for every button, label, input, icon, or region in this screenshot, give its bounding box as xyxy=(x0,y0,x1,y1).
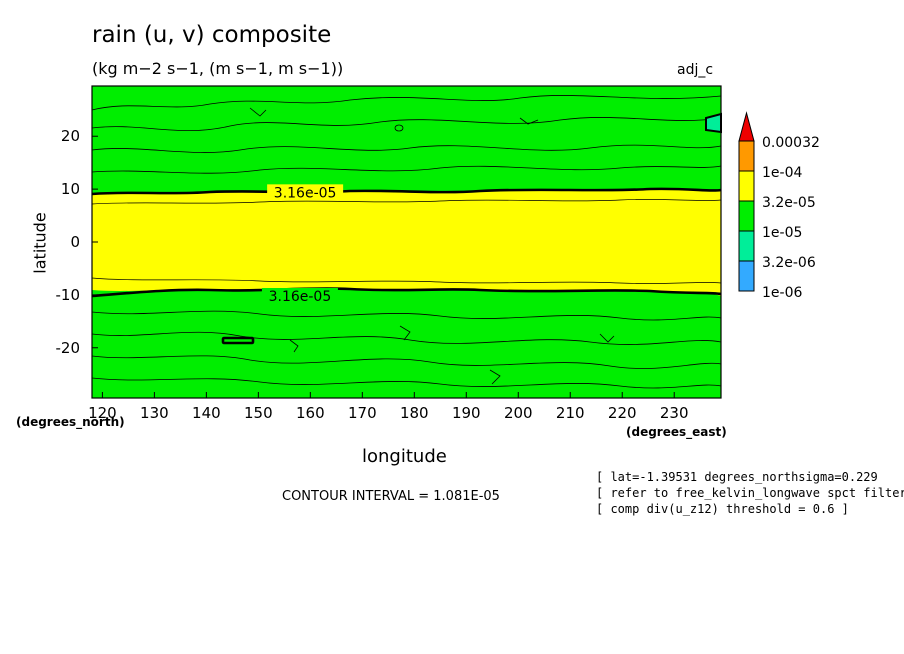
experiment-tag: adj_c xyxy=(677,62,714,78)
contour-interval: CONTOUR INTERVAL = 1.081E-05 xyxy=(282,489,500,504)
colorbar-swatch xyxy=(738,260,755,292)
y-unit-label: (degrees_north) xyxy=(16,415,125,429)
contour-label: 3.16e-05 xyxy=(274,185,337,201)
x-tick-label: 120 xyxy=(88,404,117,422)
contour-label-bg xyxy=(261,287,338,304)
x-tick-label: 190 xyxy=(452,404,481,422)
colorbar-swatch xyxy=(738,200,755,232)
colorbar-label: 3.2e-05 xyxy=(762,195,816,211)
note-line: [ comp div(u_z12) threshold = 0.6 ] xyxy=(596,502,849,516)
colorbar: 0.00032 1e-04 3.2e-05 1e-05 3.2e-06 1e-06 xyxy=(738,111,820,301)
x-tick-label: 210 xyxy=(556,404,585,422)
chart-subtitle: (kg m−2 s−1, (m s−1, m s−1)) xyxy=(92,59,344,78)
x-axis-label: longitude xyxy=(362,446,447,467)
y-tick-label: -20 xyxy=(56,339,81,357)
y-tick-label: 20 xyxy=(61,127,80,145)
colorbar-label: 3.2e-06 xyxy=(762,255,816,271)
bold-contours xyxy=(91,187,722,345)
colorbar-label: 1e-04 xyxy=(762,165,802,181)
x-tick-label: 130 xyxy=(140,404,169,422)
y-tick-label: 0 xyxy=(70,233,80,251)
x-tick-label: 180 xyxy=(400,404,429,422)
low-value-patch xyxy=(705,112,722,134)
contour-label: 3.16e-05 xyxy=(269,289,332,305)
colorbar-label: 0.00032 xyxy=(762,135,820,151)
x-tick-label: 200 xyxy=(504,404,533,422)
note-line: [ refer to free_kelvin_longwave spct fil… xyxy=(596,486,904,500)
contour-label-bg xyxy=(267,184,344,201)
colorbar-label: 1e-05 xyxy=(762,225,802,241)
y-axis-label: latitude xyxy=(30,212,50,274)
x-tick-label: 220 xyxy=(608,404,637,422)
band-contours xyxy=(91,199,722,284)
x-tick-label: 170 xyxy=(348,404,377,422)
y-tick-label: 10 xyxy=(61,180,80,198)
x-tick-label: 230 xyxy=(660,404,689,422)
colorbar-swatch xyxy=(738,230,755,262)
colorbar-label: 1e-06 xyxy=(762,285,802,301)
equatorial-band xyxy=(92,188,721,296)
colorbar-swatch xyxy=(738,170,755,202)
chart-title: rain (u, v) composite xyxy=(92,22,332,48)
x-tick-label: 160 xyxy=(296,404,325,422)
x-tick-label: 150 xyxy=(244,404,273,422)
contour-lines xyxy=(91,95,722,389)
x-unit-label: (degrees_east) xyxy=(626,425,727,439)
colorbar-swatch xyxy=(738,140,755,172)
axes: 120 130 140 150 160 170 180 190 200 210 220 230-20-… xyxy=(56,127,689,422)
y-tick-label: -10 xyxy=(56,286,81,304)
colorbar-overflow xyxy=(738,111,755,142)
x-tick-label: 140 xyxy=(192,404,221,422)
note-line: [ lat=-1.39531 degrees_northsigma=0.229 xyxy=(596,470,878,484)
contour-label-group: 3.16e-05 3.16e-05 xyxy=(261,184,344,305)
